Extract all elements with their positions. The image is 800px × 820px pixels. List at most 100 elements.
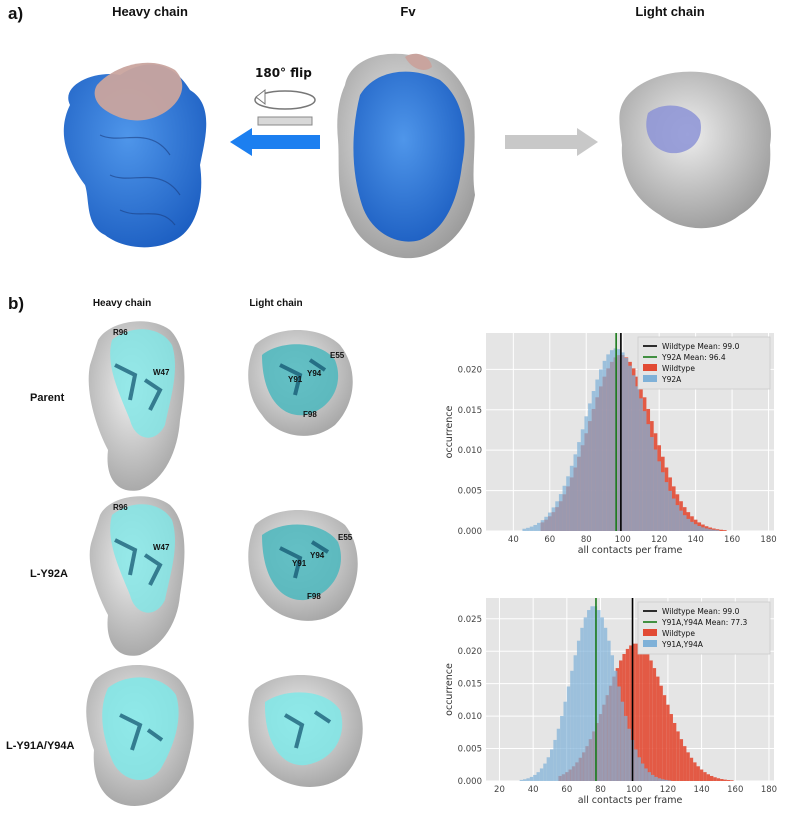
row-label-parent: Parent xyxy=(30,392,65,404)
histogram-bar-y92a xyxy=(704,528,709,531)
histogram-bar-y92a xyxy=(580,429,585,531)
residue-label: E55 xyxy=(338,533,353,542)
histogram-bar-y92a xyxy=(639,398,643,531)
histogram-bar-y92a xyxy=(569,465,574,531)
legend-label: Y91A,Y94A Mean: 77.3 xyxy=(661,618,748,627)
histogram-bar-y91a-y94a xyxy=(563,701,567,781)
histogram-bar-y91a-y94a xyxy=(640,763,645,781)
x-tick-label: 20 xyxy=(494,785,505,795)
flip-label: 180° flip xyxy=(255,66,312,80)
histogram-bar-y92a xyxy=(577,442,581,531)
x-axis-label: all contacts per frame xyxy=(578,795,683,806)
y-tick-label: 0.010 xyxy=(458,446,482,456)
histogram-bar-y92a xyxy=(635,386,640,531)
histogram-bar-wildtype xyxy=(666,704,670,781)
histogram-bar-wildtype xyxy=(726,780,731,781)
legend: Wildtype Mean: 99.0 Y92A Mean: 96.4 Wildty… xyxy=(637,336,771,390)
histogram-bar-y91a-y94a xyxy=(624,715,628,781)
residue-label: F98 xyxy=(303,410,317,419)
legend: Wildtype Mean: 99.0 Y91A,Y94A Mean: 77.3 W… xyxy=(637,601,771,655)
fv-structure xyxy=(337,53,475,259)
x-tick-label: 180 xyxy=(760,535,776,545)
histogram-bar-y91a-y94a xyxy=(603,627,608,781)
histogram-bar-y91a-y94a xyxy=(617,686,621,781)
histogram-bar-y92a xyxy=(650,437,654,531)
histogram-bar-y92a xyxy=(679,510,683,531)
histogram-bar-wildtype xyxy=(649,660,653,781)
histogram-bar-wildtype xyxy=(639,645,643,781)
x-tick-label: 100 xyxy=(615,535,631,545)
histogram-bar-y92a xyxy=(624,358,629,531)
x-tick-label: 40 xyxy=(508,535,519,545)
histogram-bar-wildtype xyxy=(679,739,684,781)
x-tick-label: 140 xyxy=(688,535,704,545)
x-tick-label: 100 xyxy=(626,785,642,795)
histogram-bar-wildtype xyxy=(710,775,714,781)
histogram-bar-wildtype xyxy=(686,752,690,781)
histogram-bar-wildtype xyxy=(703,772,707,781)
y-tick-label: 0.025 xyxy=(458,615,482,625)
x-tick-label: 40 xyxy=(528,785,539,795)
legend-label: Wildtype Mean: 99.0 xyxy=(662,607,740,616)
histogram-bar-y92a xyxy=(660,472,665,531)
histogram-bar-y91a-y94a xyxy=(546,757,550,781)
y-tick-label: 0.000 xyxy=(458,777,482,787)
histogram-bar-wildtype xyxy=(719,529,723,531)
x-tick-label: 180 xyxy=(761,785,777,795)
histogram-bar-y92a xyxy=(544,516,548,531)
histogram-bar-y91a-y94a xyxy=(651,774,655,781)
histogram-bar-y92a xyxy=(628,365,632,531)
y91a-y94a-heavy-structure xyxy=(86,665,194,806)
histogram-bar-y91a-y94a xyxy=(573,655,577,781)
flip-arrow-icon xyxy=(254,88,316,126)
histogram-bar-y92a xyxy=(591,391,596,531)
histogram-bar-y92a xyxy=(686,518,691,531)
y-tick-label: 0.005 xyxy=(458,745,482,755)
histogram-bar-y92a xyxy=(712,529,716,531)
col-light-title: Light chain xyxy=(249,298,303,309)
residue-label: R96 xyxy=(113,328,128,337)
histogram-bar-y91a-y94a xyxy=(614,670,618,781)
legend-label: Wildtype Mean: 99.0 xyxy=(662,342,740,351)
fv-title: Fv xyxy=(400,4,416,19)
histogram-bar-y92a xyxy=(671,498,676,531)
histogram-bar-wildtype xyxy=(693,762,697,781)
histogram-bar-y91a-y94a xyxy=(647,772,652,781)
row-label-y92a: L-Y92A xyxy=(30,568,68,580)
histogram-bar-y91a-y94a xyxy=(566,686,571,781)
histogram-bar-y92a xyxy=(693,524,698,531)
histogram-bar-wildtype xyxy=(722,530,727,531)
legend-label: Wildtype xyxy=(662,364,695,373)
x-tick-label: 160 xyxy=(727,785,743,795)
histogram-bar-wildtype xyxy=(632,643,636,781)
histogram-bar-wildtype xyxy=(635,643,640,781)
histogram-chart-y92a: 40 60 80 100 120 140 160 180 0.000 0.005 0.010 0.01… xyxy=(444,333,777,556)
histogram-bar-y92a xyxy=(526,527,530,531)
histogram-bar-y91a-y94a xyxy=(637,757,641,781)
histogram-bar-y91a-y94a xyxy=(587,610,591,781)
histogram-bar-y92a xyxy=(701,527,705,531)
histogram-bar-y91a-y94a xyxy=(667,780,672,781)
histogram-bar-y91a-y94a xyxy=(576,640,581,781)
histogram-bar-y91a-y94a xyxy=(523,779,527,781)
histogram-bar-y91a-y94a xyxy=(607,640,611,781)
histogram-bar-y92a xyxy=(522,528,527,531)
histogram-bar-wildtype xyxy=(716,778,721,781)
histogram-bar-y91a-y94a xyxy=(661,779,665,781)
histogram-bar-y92a xyxy=(533,524,538,531)
y-tick-label: 0.005 xyxy=(458,487,482,497)
x-tick-label: 120 xyxy=(651,535,667,545)
histogram-bar-wildtype xyxy=(659,685,663,781)
histogram-bar-y91a-y94a xyxy=(543,763,547,781)
histogram-bar-y91a-y94a xyxy=(580,627,584,781)
residue-label: Y94 xyxy=(307,369,322,378)
residue-label: Y94 xyxy=(310,551,325,560)
x-tick-label: 60 xyxy=(544,535,555,545)
y-tick-label: 0.000 xyxy=(458,527,482,537)
panel-a-letter: a) xyxy=(8,4,24,23)
y-axis-label: occurrence xyxy=(444,406,455,459)
histogram-bar-wildtype xyxy=(696,766,700,781)
histogram-bar-y91a-y94a xyxy=(610,655,614,781)
residue-label: Y91 xyxy=(288,375,303,384)
histogram-bar-y91a-y94a xyxy=(664,779,668,781)
